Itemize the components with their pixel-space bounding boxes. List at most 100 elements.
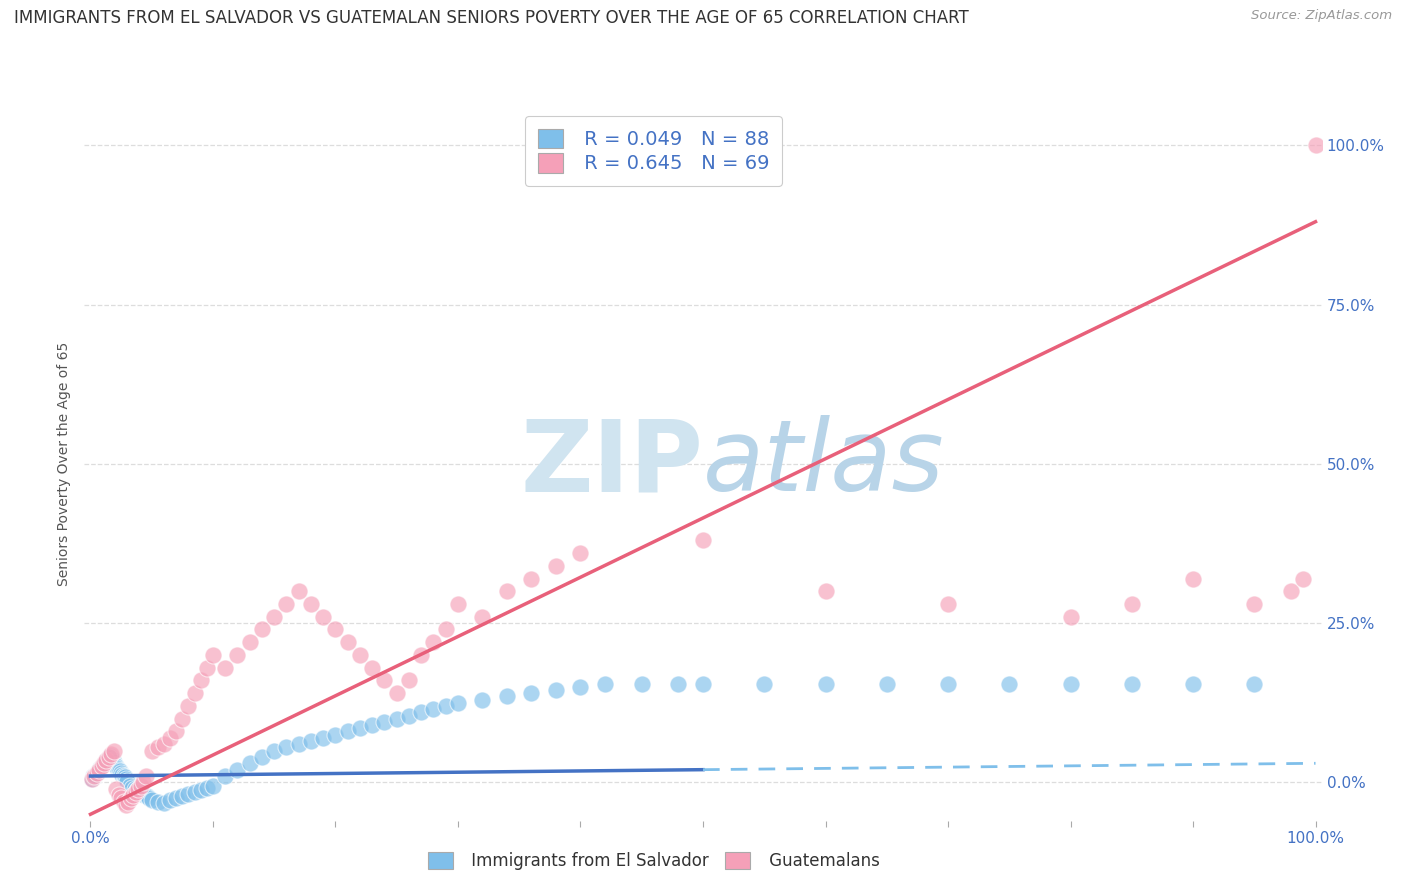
Point (385, 686, 408, 700)
Point (107, 761, 129, 775)
Point (177, 698, 200, 713)
Point (385, 712, 408, 726)
Point (84, 768, 107, 782)
Point (129, 779, 152, 793)
Point (214, 769, 236, 783)
Point (250, 750, 273, 764)
Point (98, 748, 121, 763)
Point (1182, 676, 1205, 690)
Point (754, 676, 776, 690)
Point (299, 597, 322, 611)
Point (97, 751, 120, 765)
Point (114, 770, 136, 784)
Point (86, 765, 108, 780)
Point (107, 763, 129, 777)
Point (128, 785, 150, 799)
Point (90, 759, 112, 773)
Point (876, 676, 898, 690)
Point (325, 623, 347, 637)
Point (520, 686, 543, 700)
Point (496, 584, 519, 599)
Point (90, 759, 112, 773)
Point (107, 788, 129, 802)
Point (692, 676, 714, 690)
Point (544, 558, 567, 573)
Point (112, 795, 135, 809)
Point (336, 724, 359, 739)
Point (94, 755, 117, 769)
Point (447, 696, 470, 710)
Point (83, 770, 105, 784)
Point (97, 750, 120, 764)
Point (100, 747, 122, 761)
Point (112, 769, 135, 783)
Point (135, 789, 157, 804)
Point (190, 673, 212, 688)
Point (411, 706, 433, 720)
Point (250, 623, 273, 637)
Point (1182, 572, 1205, 586)
Point (165, 724, 187, 739)
Point (239, 635, 262, 649)
Point (422, 635, 444, 649)
Point (593, 676, 616, 690)
Point (104, 757, 127, 772)
Point (239, 756, 262, 771)
Point (471, 609, 494, 624)
Point (287, 737, 309, 751)
Point (263, 609, 285, 624)
Point (630, 676, 652, 690)
Point (263, 743, 285, 757)
Point (96, 753, 118, 767)
Point (115, 772, 138, 787)
Point (165, 791, 187, 805)
Point (108, 764, 131, 778)
Point (520, 572, 543, 586)
Point (195, 780, 218, 795)
Point (125, 783, 148, 797)
Point (127, 781, 149, 796)
Point (101, 753, 124, 767)
Point (814, 676, 837, 690)
Point (153, 737, 176, 751)
Point (89, 761, 111, 775)
Point (138, 791, 160, 805)
Point (183, 785, 205, 799)
Point (115, 797, 138, 812)
Point (96, 753, 118, 767)
Point (83, 769, 105, 783)
Point (159, 731, 181, 745)
Point (361, 661, 384, 675)
Point (226, 648, 249, 662)
Point (276, 597, 298, 611)
Point (87, 763, 110, 777)
Point (118, 779, 141, 793)
Point (214, 661, 236, 675)
Point (120, 791, 142, 805)
Point (153, 796, 176, 810)
Point (91, 757, 114, 772)
Point (141, 793, 163, 807)
Point (398, 708, 420, 723)
Point (132, 775, 155, 789)
Point (814, 584, 837, 599)
Point (87, 764, 110, 778)
Point (93, 756, 115, 771)
Y-axis label: Seniors Poverty Over the Age of 65: Seniors Poverty Over the Age of 65 (58, 342, 72, 586)
Point (692, 533, 714, 548)
Point (668, 676, 690, 690)
Point (373, 714, 395, 729)
Point (936, 597, 959, 611)
Point (183, 686, 205, 700)
Point (82, 769, 104, 783)
Point (1059, 676, 1081, 690)
Point (1305, 138, 1327, 153)
Point (110, 765, 132, 780)
Point (434, 698, 457, 713)
Point (195, 661, 218, 675)
Point (998, 676, 1021, 690)
Point (312, 609, 335, 624)
Point (124, 781, 146, 796)
Point (125, 785, 148, 799)
Point (121, 780, 143, 795)
